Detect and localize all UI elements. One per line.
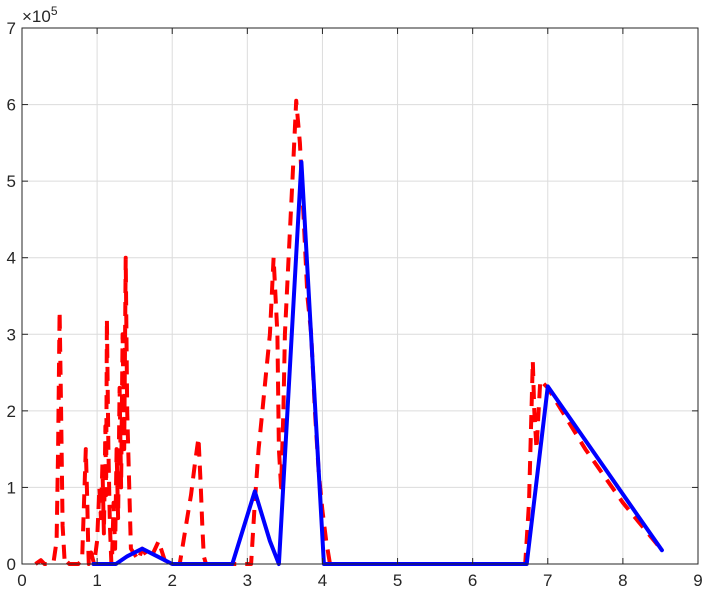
- dashed-red-series-line: [34, 98, 664, 566]
- y-tick-label: 2: [7, 402, 16, 421]
- x-tick-label: 7: [543, 571, 552, 590]
- x-tick-label: 0: [17, 571, 26, 590]
- y-tick-label: 7: [7, 19, 16, 38]
- y-exponent-label: ×105: [22, 4, 58, 26]
- y-exponent-base: ×10: [22, 7, 51, 26]
- x-tick-label: 2: [167, 571, 176, 590]
- y-tick-label: 3: [7, 325, 16, 344]
- y-tick-label: 6: [7, 96, 16, 115]
- x-tick-label: 1: [92, 571, 101, 590]
- x-tick-labels: 0 1 2 3 4 5 6 7 8 9: [17, 571, 702, 590]
- y-tick-labels: 0 1 2 3 4 5 6 7: [7, 19, 16, 574]
- x-tick-label: 6: [468, 571, 477, 590]
- x-tick-label: 8: [618, 571, 627, 590]
- y-tick-label: 4: [7, 249, 16, 268]
- x-tick-label: 9: [693, 571, 702, 590]
- grid: [22, 28, 698, 564]
- ticks: [21, 27, 699, 565]
- x-tick-label: 3: [243, 571, 252, 590]
- x-tick-label: 4: [318, 571, 327, 590]
- axes-box: [21, 27, 699, 565]
- y-tick-label: 1: [7, 478, 16, 497]
- plot-area: [22, 28, 698, 564]
- y-tick-label: 0: [7, 555, 16, 574]
- y-tick-label: 5: [7, 172, 16, 191]
- x-tick-label: 5: [393, 571, 402, 590]
- y-exponent-power: 5: [51, 4, 58, 18]
